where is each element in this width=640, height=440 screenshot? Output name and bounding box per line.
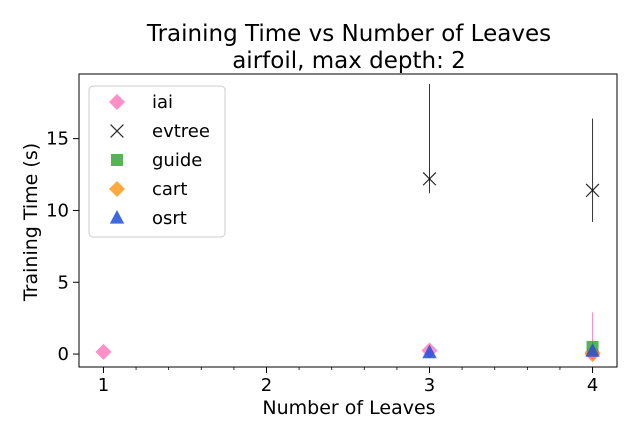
legend: iai evtree guide cart osrt (88, 85, 226, 238)
y-tick-label-10: 10 (46, 200, 69, 221)
legend-box (88, 85, 226, 238)
osrt-point-1 (585, 343, 600, 357)
y-axis-label: Training Time (s) (20, 143, 42, 302)
legend-label-osrt: osrt (152, 208, 187, 229)
evtree-point-0 (422, 172, 437, 186)
x-tick-label-4: 4 (587, 375, 598, 396)
legend-marker-iai (109, 94, 125, 110)
y-tick-label-15: 15 (46, 129, 69, 150)
legend-label-evtree: evtree (152, 121, 210, 142)
chart-subtitle: airfoil, max depth: 2 (232, 48, 466, 74)
legend-marker-evtree (110, 124, 124, 138)
x-tick-label-3: 3 (424, 375, 435, 396)
legend-marker-cart (109, 181, 125, 197)
iai-point-0 (95, 343, 112, 360)
x-tick-label-2: 2 (261, 375, 272, 396)
y-tick-label-5: 5 (58, 272, 69, 293)
legend-label-cart: cart (152, 179, 187, 200)
axes: 1 2 3 4 0 5 10 15 (46, 73, 618, 396)
osrt-point-0 (422, 344, 437, 359)
legend-label-guide: guide (152, 150, 202, 171)
x-tick-label-1: 1 (98, 375, 109, 396)
x-axis-label: Number of Leaves (262, 397, 435, 419)
evtree-point-1 (585, 183, 600, 198)
legend-marker-guide (111, 154, 123, 166)
legend-label-iai: iai (152, 92, 173, 113)
chart-title: Training Time vs Number of Leaves (146, 21, 551, 47)
legend-marker-osrt (109, 210, 125, 224)
data-marks (95, 84, 601, 363)
y-tick-label-0: 0 (58, 344, 69, 365)
plot-frame (78, 73, 618, 368)
